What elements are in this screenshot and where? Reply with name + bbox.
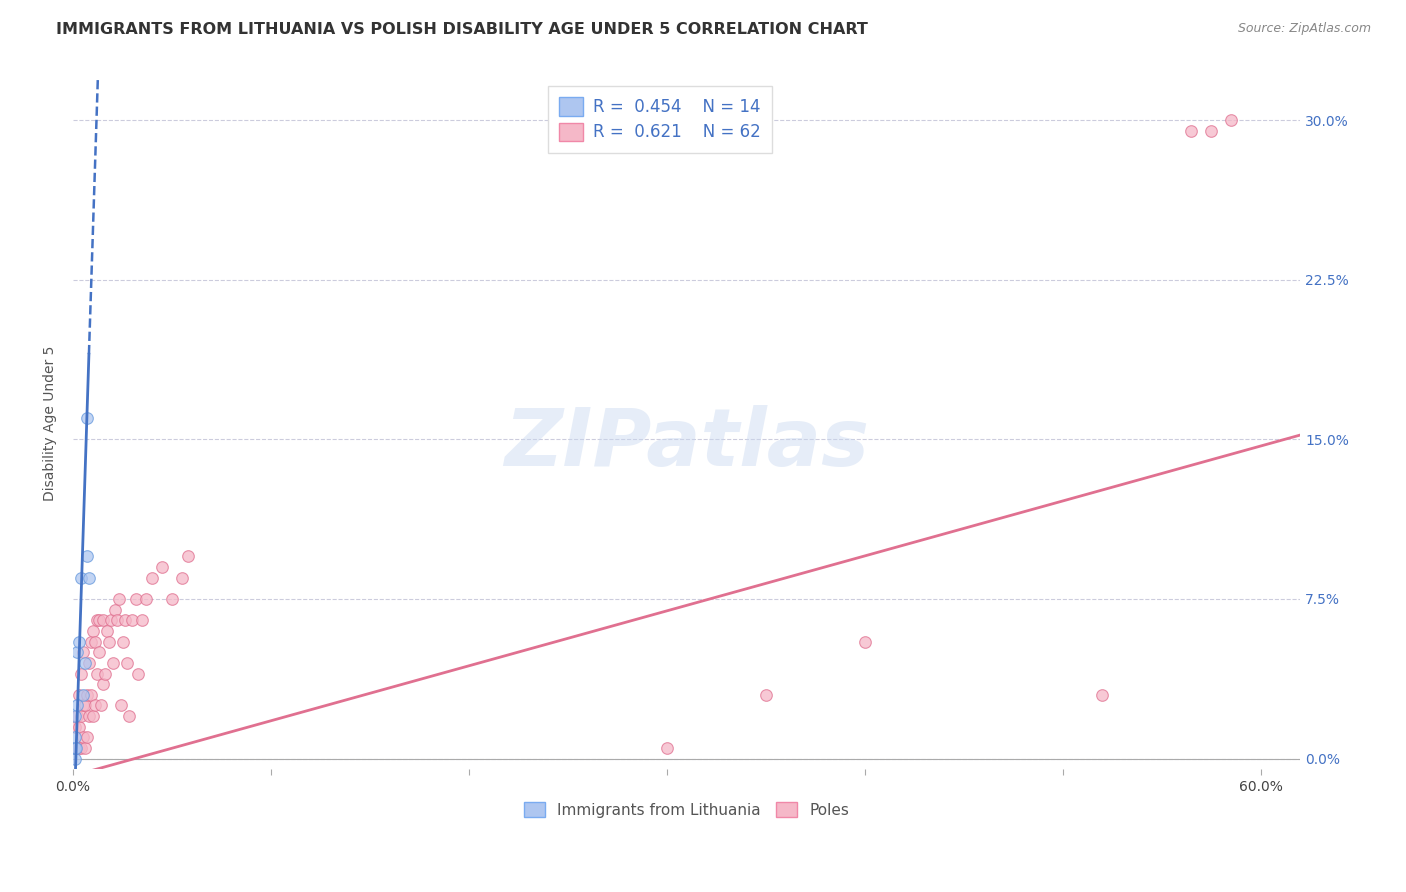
Point — [90, 698, 112, 713]
Point — [86, 613, 108, 627]
Point — [63, 731, 86, 745]
Point — [63, 709, 86, 723]
Point — [141, 571, 163, 585]
Point — [125, 592, 148, 607]
Point — [70, 709, 93, 723]
Point — [82, 709, 104, 723]
Point — [73, 656, 96, 670]
Point — [63, 741, 86, 756]
Point — [73, 698, 96, 713]
Point — [77, 656, 100, 670]
Point — [91, 677, 114, 691]
Text: ZIPatlas: ZIPatlas — [505, 405, 869, 483]
Point — [65, 741, 87, 756]
Point — [66, 645, 89, 659]
Point — [77, 571, 100, 585]
Point — [87, 645, 110, 659]
Point — [76, 549, 98, 564]
Point — [105, 613, 128, 627]
Text: Source: ZipAtlas.com: Source: ZipAtlas.com — [1237, 22, 1371, 36]
Point — [127, 666, 149, 681]
Point — [135, 592, 157, 607]
Point — [97, 634, 120, 648]
Point — [115, 656, 138, 670]
Point — [107, 592, 129, 607]
Point — [72, 731, 94, 745]
Point — [63, 752, 86, 766]
Point — [110, 698, 132, 713]
Point — [72, 688, 94, 702]
Point — [83, 698, 105, 713]
Point — [70, 666, 93, 681]
Legend: Immigrants from Lithuania, Poles: Immigrants from Lithuania, Poles — [517, 796, 856, 824]
Point — [67, 720, 90, 734]
Y-axis label: Disability Age Under 5: Disability Age Under 5 — [44, 346, 58, 501]
Point — [72, 698, 94, 713]
Point — [94, 666, 117, 681]
Point — [66, 709, 89, 723]
Text: IMMIGRANTS FROM LITHUANIA VS POLISH DISABILITY AGE UNDER 5 CORRELATION CHART: IMMIGRANTS FROM LITHUANIA VS POLISH DISA… — [56, 22, 868, 37]
Point — [70, 741, 93, 756]
Point — [121, 613, 143, 627]
Point — [70, 571, 93, 585]
Point — [80, 634, 103, 648]
Point — [104, 602, 127, 616]
Point — [63, 741, 86, 756]
Point — [655, 741, 678, 756]
Point — [86, 666, 108, 681]
Point — [66, 741, 89, 756]
Point — [77, 709, 100, 723]
Point — [87, 613, 110, 627]
Point — [83, 634, 105, 648]
Point — [67, 688, 90, 702]
Point — [177, 549, 200, 564]
Point — [73, 741, 96, 756]
Point — [853, 634, 876, 648]
Point — [117, 709, 139, 723]
Point — [1180, 123, 1202, 137]
Point — [76, 688, 98, 702]
Point — [82, 624, 104, 638]
Point — [100, 613, 122, 627]
Point — [76, 411, 98, 425]
Point — [1091, 688, 1114, 702]
Point — [150, 560, 173, 574]
Point — [72, 645, 94, 659]
Point — [170, 571, 193, 585]
Point — [67, 634, 90, 648]
Point — [96, 624, 118, 638]
Point — [67, 741, 90, 756]
Point — [80, 688, 103, 702]
Point — [131, 613, 153, 627]
Point — [1219, 113, 1241, 128]
Point — [160, 592, 183, 607]
Point — [1199, 123, 1222, 137]
Point — [755, 688, 778, 702]
Point — [91, 613, 114, 627]
Point — [63, 720, 86, 734]
Point — [111, 634, 134, 648]
Point — [101, 656, 124, 670]
Point — [66, 698, 89, 713]
Point — [114, 613, 136, 627]
Point — [76, 731, 98, 745]
